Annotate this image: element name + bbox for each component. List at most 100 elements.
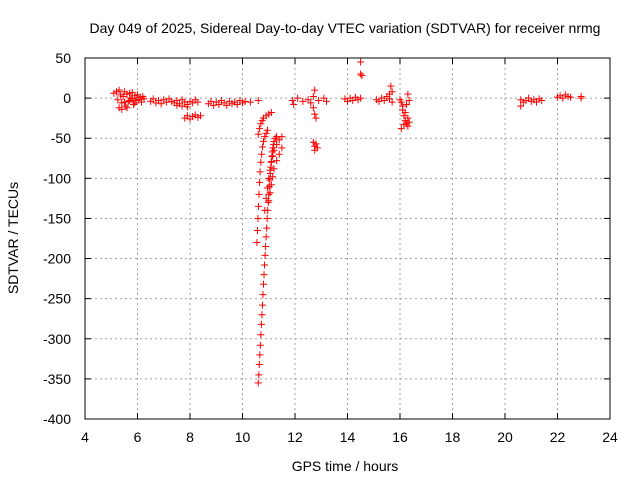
data-point xyxy=(290,101,298,109)
x-tick-label: 10 xyxy=(235,429,251,445)
data-point xyxy=(270,146,278,154)
data-point xyxy=(149,95,157,103)
data-point xyxy=(256,341,264,349)
data-point xyxy=(258,150,266,158)
data-point xyxy=(265,174,273,182)
data-point xyxy=(269,152,277,160)
x-tick-label: 20 xyxy=(497,429,513,445)
data-point xyxy=(118,105,126,113)
data-point xyxy=(358,72,366,80)
data-point xyxy=(253,239,261,247)
x-tick-label: 24 xyxy=(602,429,618,445)
data-point xyxy=(261,133,269,141)
data-point xyxy=(357,58,365,66)
data-point xyxy=(262,233,270,241)
chart-title: Day 049 of 2025, Sidereal Day-to-day VTE… xyxy=(90,20,601,36)
data-point xyxy=(312,114,320,122)
x-tick-label: 14 xyxy=(340,429,356,445)
data-point xyxy=(246,98,254,106)
data-point xyxy=(278,133,286,141)
data-point xyxy=(260,271,268,279)
y-tick-label: -300 xyxy=(43,331,71,347)
data-point xyxy=(194,98,202,106)
data-point xyxy=(140,95,148,103)
x-tick-label: 6 xyxy=(134,429,142,445)
data-point xyxy=(401,109,409,117)
data-point xyxy=(254,379,262,387)
data-point xyxy=(275,150,283,158)
data-point xyxy=(400,121,408,129)
data-point xyxy=(323,97,330,105)
data-point xyxy=(267,109,275,117)
data-point xyxy=(262,243,270,251)
data-points xyxy=(110,58,585,387)
data-point xyxy=(311,146,319,154)
data-point xyxy=(538,97,546,105)
data-point xyxy=(255,371,263,379)
data-point xyxy=(257,320,265,328)
data-point xyxy=(260,137,267,145)
data-point xyxy=(400,112,408,120)
data-point xyxy=(312,140,320,148)
x-tick-label: 16 xyxy=(392,429,408,445)
data-point xyxy=(223,101,231,109)
data-point xyxy=(357,70,365,78)
data-point xyxy=(178,102,186,110)
data-point xyxy=(577,94,585,102)
data-point xyxy=(315,97,323,105)
data-point xyxy=(309,93,317,101)
data-point xyxy=(263,224,271,232)
data-point xyxy=(278,144,286,152)
data-point xyxy=(266,176,274,184)
data-point xyxy=(115,86,123,94)
data-point xyxy=(263,214,271,222)
data-point xyxy=(263,126,271,134)
data-point xyxy=(114,96,122,104)
y-tick-label: -250 xyxy=(43,291,71,307)
data-point xyxy=(271,134,279,142)
data-point xyxy=(128,95,136,103)
data-point xyxy=(255,190,263,198)
data-point xyxy=(258,311,266,319)
y-tick-label: -200 xyxy=(43,251,71,267)
data-point xyxy=(264,198,272,206)
data-point xyxy=(273,141,281,149)
data-point xyxy=(517,102,525,110)
data-point xyxy=(388,98,396,106)
data-point xyxy=(120,98,128,106)
data-point xyxy=(269,173,277,181)
data-point xyxy=(386,90,393,98)
data-point xyxy=(263,184,271,192)
data-point xyxy=(404,122,412,130)
y-tick-label: -400 xyxy=(43,411,71,427)
data-point xyxy=(267,163,275,171)
data-point xyxy=(183,103,191,111)
data-point xyxy=(357,94,365,102)
data-point xyxy=(131,99,139,107)
data-point xyxy=(265,190,273,198)
data-point xyxy=(397,125,405,133)
data-point xyxy=(256,178,264,186)
data-point xyxy=(173,101,181,109)
data-point xyxy=(266,189,274,197)
data-point xyxy=(257,158,265,166)
data-point xyxy=(405,97,413,105)
data-point xyxy=(255,202,263,210)
data-point xyxy=(387,82,395,90)
data-point xyxy=(256,351,264,359)
data-point xyxy=(261,206,269,214)
data-point xyxy=(403,101,411,109)
data-point xyxy=(260,280,267,288)
data-point xyxy=(311,110,319,118)
data-point xyxy=(123,104,131,112)
data-point xyxy=(307,99,315,107)
x-tick-label: 12 xyxy=(287,429,303,445)
data-point xyxy=(380,97,388,105)
y-tick-label: 0 xyxy=(63,90,71,106)
data-point xyxy=(294,94,302,102)
x-axis-label: GPS time / hours xyxy=(292,458,399,474)
data-point xyxy=(262,129,270,137)
x-tick-label: 4 xyxy=(81,429,89,445)
